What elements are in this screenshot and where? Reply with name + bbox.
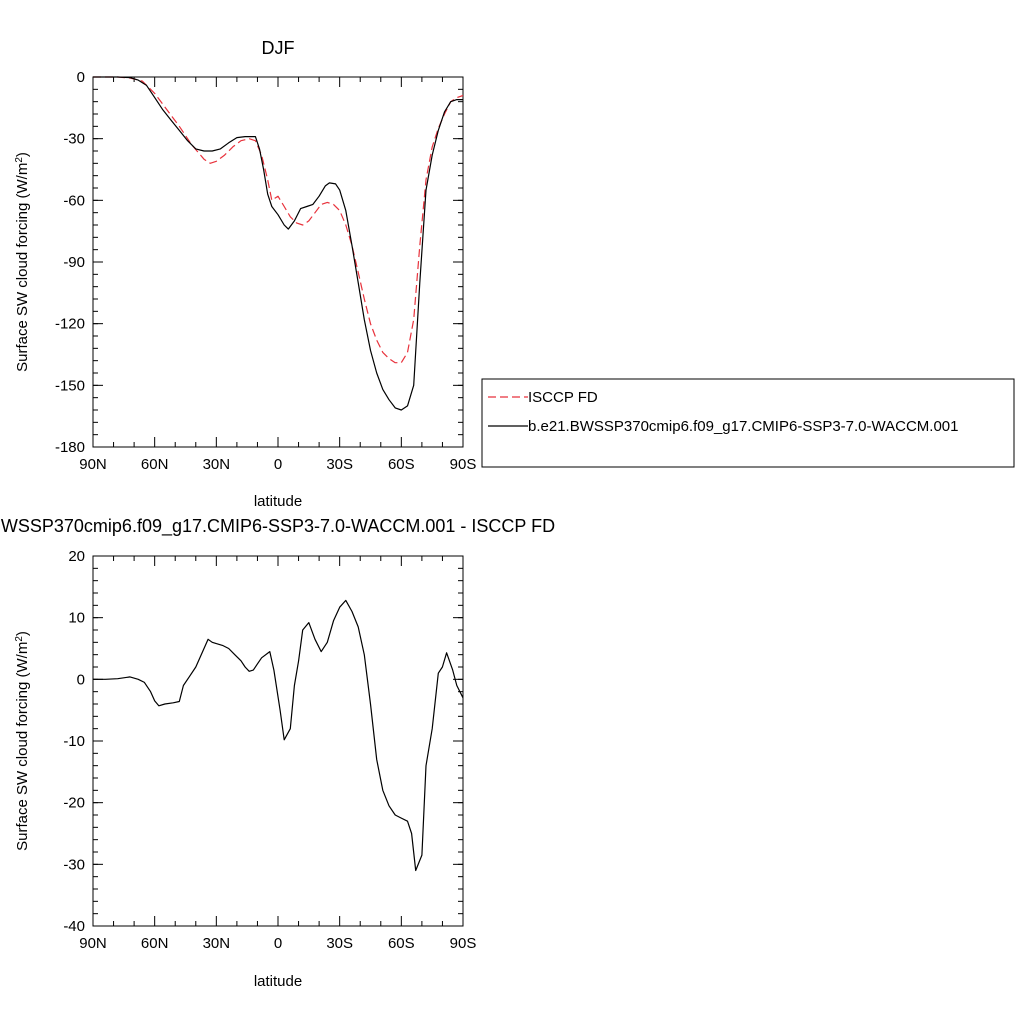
chart-title: WSSP370cmip6.f09_g17.CMIP6-SSP3-7.0-WACC… [1, 516, 555, 537]
x-tick-label: 60N [141, 935, 169, 952]
x-tick-label: 0 [274, 935, 282, 952]
x-tick-label: 90S [450, 456, 477, 473]
y-tick-label: -180 [55, 439, 85, 456]
x-tick-label: 90S [450, 935, 477, 952]
x-axis-label: latitude [254, 493, 302, 510]
legend-box [481, 378, 1015, 468]
y-tick-label: -150 [55, 377, 85, 394]
series-line-1 [93, 76, 464, 364]
y-tick-label: -30 [63, 856, 85, 873]
x-tick-label: 30N [203, 935, 231, 952]
y-tick-label: 0 [77, 671, 85, 688]
legend-label-2: b.e21.BWSSP370cmip6.f09_g17.CMIP6-SSP3-7… [528, 418, 958, 435]
bottom-panel: WSSP370cmip6.f09_g17.CMIP6-SSP3-7.0-WACC… [1, 516, 555, 990]
x-tick-label: 30S [326, 456, 353, 473]
top-panel: DJF 90N 60N 30N 0 30S 60S 90S 0 -30 -60 -90 -120 -150… [14, 38, 477, 510]
x-tick-label: 30S [326, 935, 353, 952]
x-tick-label: 60S [388, 456, 415, 473]
y-axis-label: Surface SW cloud forcing (W/m2) [14, 631, 32, 851]
y-axis-label: Surface SW cloud forcing (W/m2) [14, 152, 32, 372]
series-line-1 [93, 599, 464, 872]
y-tick-label: 10 [68, 610, 85, 627]
y-tick-label: -10 [63, 733, 85, 750]
x-tick-label: 30N [203, 456, 231, 473]
y-tick-label: -40 [63, 918, 85, 935]
x-tick-label: 0 [274, 456, 282, 473]
plot-frame [92, 555, 464, 927]
y-tick-label: -30 [63, 131, 85, 148]
y-tick-label: -60 [63, 192, 85, 209]
x-tick-label: 90N [79, 935, 107, 952]
legend-label-1: ISCCP FD [528, 389, 598, 406]
x-tick-label: 60S [388, 935, 415, 952]
legend: ISCCP FD b.e21.BWSSP370cmip6.f09_g17.CMIP… [481, 378, 1015, 468]
plot-frame [92, 76, 464, 448]
x-tick-label: 90N [79, 456, 107, 473]
y-tick-label: 20 [68, 548, 85, 565]
y-tick-label: -20 [63, 795, 85, 812]
y-tick-label: -120 [55, 316, 85, 333]
series-line-2 [93, 76, 463, 411]
x-axis-label: latitude [254, 973, 302, 990]
y-tick-label: 0 [77, 69, 85, 86]
chart-title: DJF [262, 38, 295, 58]
x-tick-label: 60N [141, 456, 169, 473]
y-tick-label: -90 [63, 254, 85, 271]
